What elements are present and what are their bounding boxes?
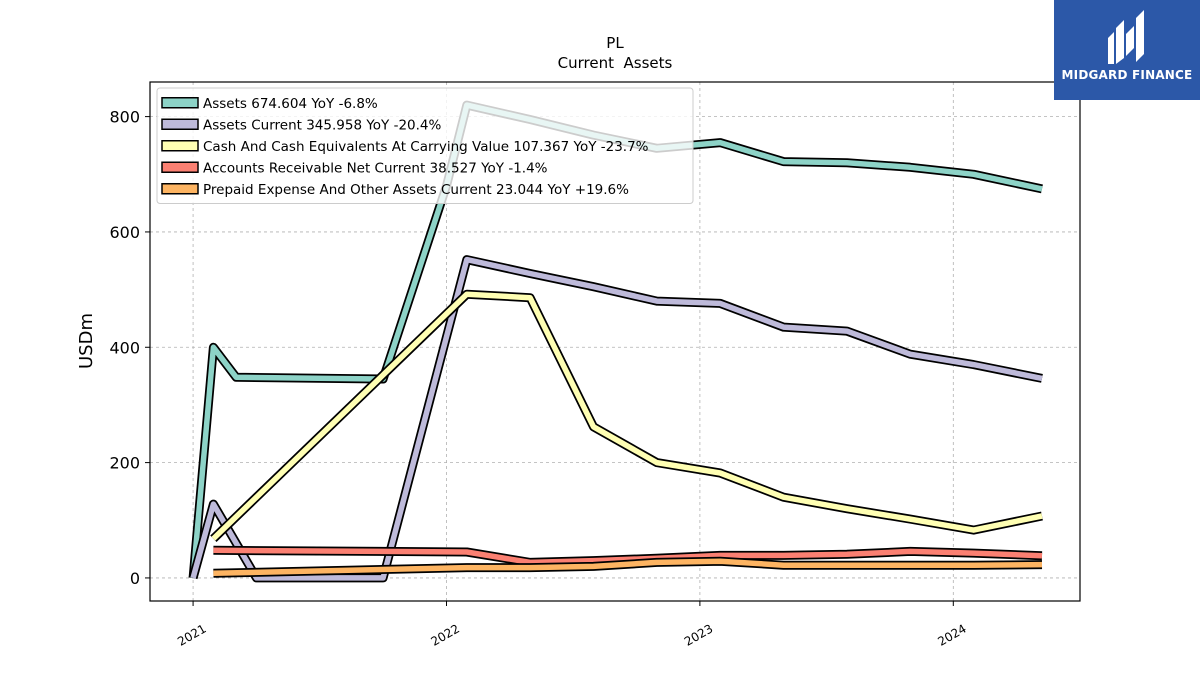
series-4	[213, 545, 1043, 567]
legend-label: Accounts Receivable Net Current 38.527 Y…	[203, 160, 548, 176]
y-tick-label: 600	[109, 223, 140, 242]
y-tick-label: 0	[130, 569, 140, 588]
legend-label: Assets Current 345.958 YoY -20.4%	[203, 117, 442, 133]
series-5	[213, 556, 1043, 578]
x-tick-label: 2021	[175, 621, 208, 648]
legend-swatch	[161, 97, 199, 109]
legend-swatch	[161, 140, 199, 152]
series-line	[211, 291, 1043, 541]
series-group	[188, 100, 1043, 583]
legend-label: Assets 674.604 YoY -6.8%	[203, 96, 378, 112]
series-line	[213, 547, 1043, 566]
series-line-outline	[188, 255, 1043, 583]
series-line	[213, 558, 1043, 577]
plot-frame	[149, 81, 1081, 602]
legend-label: Cash And Cash Equivalents At Carrying Va…	[203, 139, 649, 155]
legend-swatch	[161, 161, 199, 173]
series-2	[188, 255, 1043, 583]
legend-swatch	[161, 118, 199, 130]
axes: 0 200 400 600 800 2021 2022 2023 2024	[109, 81, 1081, 649]
y-tick-label: 800	[109, 108, 140, 127]
legend-box	[156, 87, 694, 204]
logo-text: MIDGARD FINANCE	[1061, 68, 1193, 82]
series-3	[210, 289, 1043, 542]
midgard-logo-icon	[1108, 10, 1144, 64]
legend-label: Prepaid Expense And Other Assets Current…	[203, 182, 629, 198]
x-tick-label: 2022	[429, 621, 462, 648]
x-tick-label: 2023	[682, 621, 715, 648]
y-tick-label: 400	[109, 338, 140, 357]
series-line	[190, 256, 1043, 581]
y-axis-label: USDm	[76, 313, 97, 369]
brand-logo: MIDGARD FINANCE	[1054, 0, 1200, 100]
y-tick-label: 200	[109, 454, 140, 473]
chart-title: PL	[606, 34, 624, 52]
x-tick-label: 2024	[935, 621, 968, 648]
legend-swatch	[161, 183, 199, 195]
legend: Assets 674.604 YoY -6.8% Assets Current 3…	[156, 87, 694, 204]
chart-subtitle: Current Assets	[558, 54, 673, 72]
